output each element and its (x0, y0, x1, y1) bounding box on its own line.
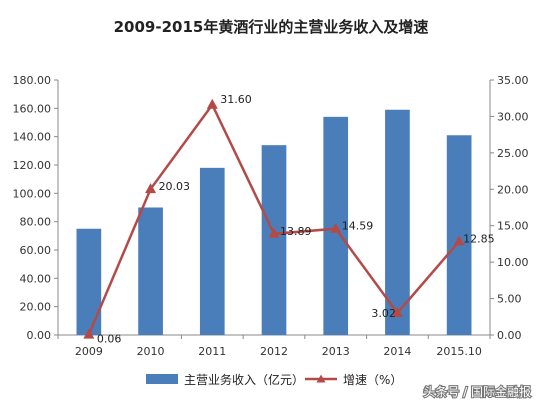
x-tick-label: 2009 (75, 345, 103, 358)
y-right-tick-label: 35.00 (497, 74, 529, 87)
growth-marker (145, 183, 157, 194)
bar (76, 228, 102, 335)
growth-marker (453, 235, 465, 246)
y-right-tick-label: 10.00 (497, 256, 529, 269)
y-left-tick-label: 120.00 (13, 159, 52, 172)
y-right-tick-label: 20.00 (497, 183, 529, 196)
watermark: 头条号 / 国际金融报 (423, 384, 531, 399)
x-tick-label: 2014 (383, 345, 411, 358)
y-left-tick-label: 100.00 (13, 187, 52, 200)
bar (385, 109, 410, 335)
y-left-tick-label: 160.00 (13, 102, 52, 115)
y-right-tick-label: 25.00 (497, 147, 529, 160)
growth-data-label: 31.60 (220, 93, 252, 106)
growth-marker (206, 98, 218, 109)
growth-marker (83, 328, 95, 339)
bar (446, 135, 472, 335)
y-left-tick-label: 0.00 (27, 329, 52, 342)
growth-data-label: 3.02 (371, 307, 396, 320)
legend-label-revenue: 主营业务收入（亿元） (184, 372, 304, 387)
growth-data-label: 20.03 (159, 180, 191, 193)
legend-swatch-marker (316, 374, 326, 383)
y-left-tick-label: 60.00 (20, 244, 52, 257)
chart-title: 2009-2015年黄酒行业的主营业务收入及增速 (114, 18, 429, 36)
y-left-tick-label: 140.00 (13, 131, 52, 144)
y-left-tick-label: 80.00 (20, 216, 52, 229)
growth-marker (391, 306, 403, 317)
y-left-tick-label: 40.00 (20, 272, 52, 285)
growth-data-label: 13.89 (280, 225, 312, 238)
growth-data-label: 14.59 (342, 220, 374, 233)
plot-area: 0.00 20.00 40.00 60.00 80.00 100.00 120.00 140.… (13, 74, 529, 358)
growth-data-label: 0.06 (97, 333, 122, 346)
legend: 主营业务收入（亿元） 增速（%） (146, 372, 402, 387)
bar (138, 207, 163, 335)
growth-marker (330, 222, 342, 233)
growth-marker (268, 227, 280, 238)
x-tick-label: 2010 (137, 345, 165, 358)
x-tick-label: 2013 (322, 345, 350, 358)
x-tick-label: 2011 (198, 345, 226, 358)
y-left-tick-label: 180.00 (13, 74, 52, 87)
x-tick-label: 2015.10 (436, 345, 482, 358)
bar (199, 167, 225, 335)
y-right-tick-label: 15.00 (497, 220, 529, 233)
y-right-tick-label: 5.00 (497, 293, 522, 306)
bar (261, 145, 287, 335)
growth-data-label: 12.85 (463, 232, 495, 245)
legend-swatch-bar (146, 374, 178, 384)
y-right-tick-label: 30.00 (497, 110, 529, 123)
x-tick-label: 2012 (260, 345, 288, 358)
y-left-tick-label: 20.00 (20, 301, 52, 314)
legend-label-growth: 增速（%） (343, 373, 402, 387)
y-right-tick-label: 0.00 (497, 329, 522, 342)
